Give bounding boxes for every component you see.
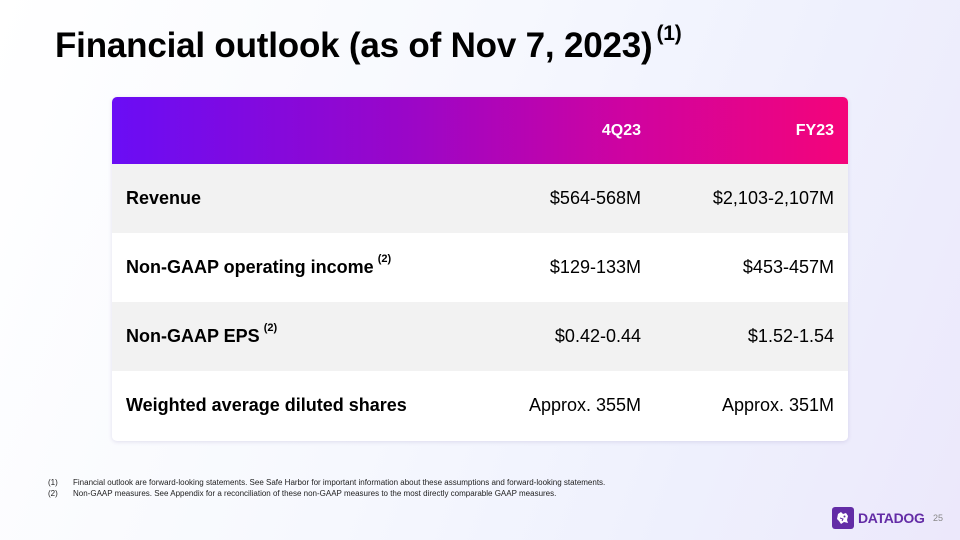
row-label: Non-GAAP EPS (2) bbox=[126, 302, 277, 371]
table-row-eps: Non-GAAP EPS (2) $0.42-0.44 $1.52-1.54 bbox=[112, 302, 848, 371]
row-value-4q23: Approx. 355M bbox=[528, 395, 641, 415]
row-value-4q23: $564-568M bbox=[549, 188, 641, 208]
table-row-revenue: Revenue $564-568M $2,103-2,107M bbox=[112, 164, 848, 233]
footnote-item: (2) Non-GAAP measures. See Appendix for … bbox=[48, 488, 605, 499]
row-label: Revenue bbox=[126, 164, 201, 233]
row-value-fy23: Approx. 351M bbox=[721, 395, 834, 415]
row-value-4q23: $0.42-0.44 bbox=[554, 326, 641, 346]
row-value-fy23: $453-457M bbox=[742, 257, 834, 277]
row-label: Weighted average diluted shares bbox=[126, 371, 407, 440]
outlook-table: 4Q23 FY23 Revenue $564-568M $2,103-2,107… bbox=[112, 97, 848, 441]
row-value-fy23: $2,103-2,107M bbox=[712, 188, 834, 208]
row-label-text: Non-GAAP EPS bbox=[126, 326, 260, 346]
row-label-text: Non-GAAP operating income bbox=[126, 257, 374, 277]
row-footnote-marker: (2) bbox=[263, 322, 278, 334]
page-title: Financial outlook (as of Nov 7, 2023) (1) bbox=[55, 22, 682, 66]
row-label-text: Revenue bbox=[126, 188, 202, 208]
table-row-diluted-shares: Weighted average diluted shares Approx. … bbox=[112, 371, 848, 440]
row-footnote-marker: (2) bbox=[377, 253, 392, 265]
footnote-text: Non-GAAP measures. See Appendix for a re… bbox=[73, 489, 557, 498]
footnotes: (1) Financial outlook are forward-lookin… bbox=[48, 477, 605, 499]
title-footnote-marker: (1) bbox=[656, 22, 682, 46]
row-label: Non-GAAP operating income (2) bbox=[126, 233, 391, 302]
page-number: 25 bbox=[932, 513, 943, 523]
footnote-text: Financial outlook are forward-looking st… bbox=[73, 478, 606, 487]
datadog-logo: DATADOG bbox=[832, 507, 925, 529]
row-value-fy23: $1.52-1.54 bbox=[747, 326, 834, 346]
datadog-dog-icon bbox=[832, 507, 854, 529]
column-header-4q23: 4Q23 bbox=[601, 121, 641, 139]
row-label-text: Weighted average diluted shares bbox=[126, 395, 407, 415]
footnote-item: (1) Financial outlook are forward-lookin… bbox=[48, 477, 605, 488]
table-row-operating-income: Non-GAAP operating income (2) $129-133M $… bbox=[112, 233, 848, 302]
logo-text: DATADOG bbox=[858, 510, 925, 526]
page-title-text: Financial outlook (as of Nov 7, 2023) bbox=[55, 26, 653, 65]
footnote-number: (1) bbox=[48, 478, 58, 487]
table-header-row: 4Q23 FY23 bbox=[112, 97, 848, 164]
column-header-fy23: FY23 bbox=[795, 121, 834, 139]
row-value-4q23: $129-133M bbox=[549, 257, 641, 277]
footnote-number: (2) bbox=[48, 489, 58, 498]
